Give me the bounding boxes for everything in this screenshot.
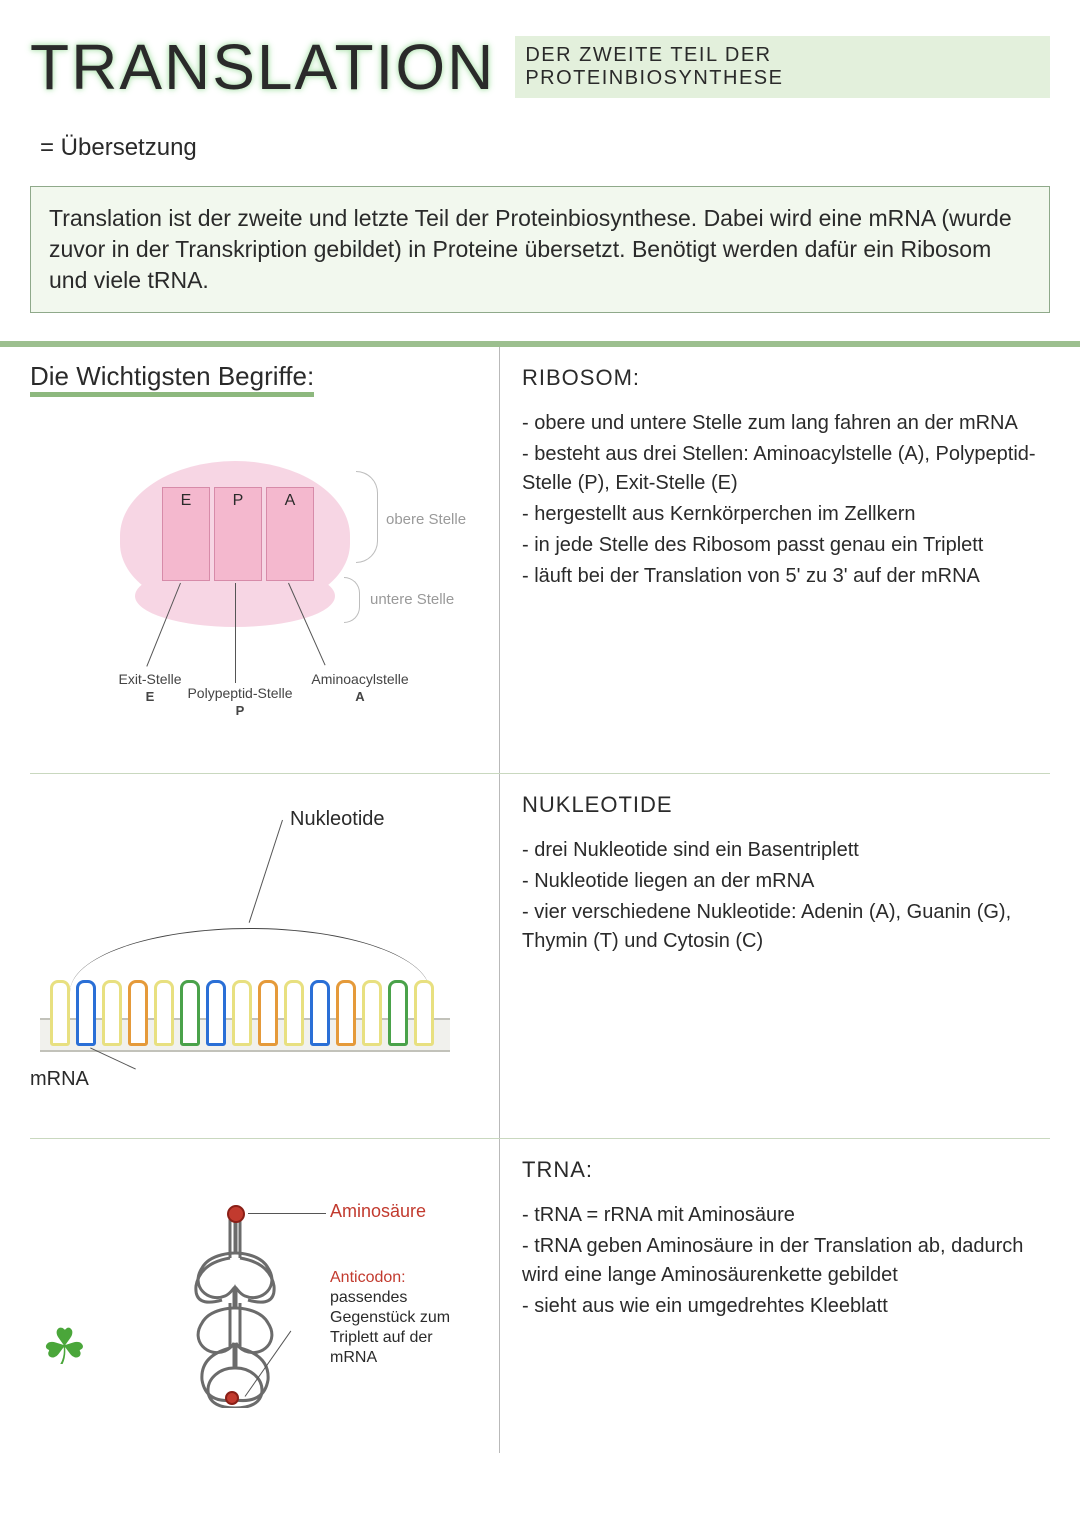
nucleotide [128, 980, 148, 1046]
bullet: - tRNA = rRNA mit Aminosäure [522, 1201, 1038, 1230]
section-nukleotide: Nukleotide mRNA NUKLEOTIDE - drei Nukleo… [30, 774, 1050, 1139]
leader-p [235, 583, 236, 683]
section-trna: Aminosäure Anticodon: passendes Gegenstü… [30, 1139, 1050, 1453]
label-poly-b: P [185, 703, 295, 718]
nucleotide [362, 980, 382, 1046]
bullet: - in jede Stelle des Ribosom passt genau… [522, 531, 1038, 560]
nucleotide [414, 980, 434, 1046]
bullet: - Nukleotide liegen an der mRNA [522, 867, 1038, 896]
nucleotide [76, 980, 96, 1046]
nucleotide [284, 980, 304, 1046]
trna-diagram: Aminosäure Anticodon: passendes Gegenstü… [30, 1153, 470, 1433]
label-anticodon: Anticodon: passendes Gegenstück zum Trip… [330, 1268, 480, 1368]
section-ribosome: Die Wichtigsten Begriffe: E P A obere St… [30, 347, 1050, 774]
site-a-box: A [266, 487, 314, 581]
nucleotide [206, 980, 226, 1046]
ribosom-bullets: - obere und untere Stelle zum lang fahre… [522, 409, 1038, 591]
heading-trna: tRNA: [522, 1157, 1038, 1183]
brace-lower [344, 577, 360, 623]
trna-bullets: - tRNA = rRNA mit Aminosäure - tRNA gebe… [522, 1201, 1038, 1321]
clover-icon: ☘ [42, 1318, 87, 1376]
intro-box: Translation ist der zweite und letzte Te… [30, 186, 1050, 313]
nucleotide [50, 980, 70, 1046]
label-poly: Polypeptid-Stelle [187, 685, 292, 701]
bullet: - vier verschiedene Nukleotide: Adenin (… [522, 898, 1038, 956]
trna-shape [160, 1208, 310, 1408]
equals-line: = Übersetzung [40, 134, 1050, 162]
nukleotide-bullets: - drei Nukleotide sind ein Basentriplett… [522, 836, 1038, 956]
nucleotide [154, 980, 174, 1046]
bullet: - läuft bei der Translation von 5' zu 3'… [522, 562, 1038, 591]
label-aminosaure: Aminosäure [330, 1201, 426, 1222]
label-amino-b: A [310, 689, 410, 704]
label-mrna: mRNA [30, 1068, 89, 1091]
site-p-box: P [214, 487, 262, 581]
site-e-box: E [162, 487, 210, 581]
heading-nukleotide: NUKLEOTIDE [522, 792, 1038, 818]
label-nukleotide: Nukleotide [290, 808, 385, 831]
nucleotide [232, 980, 252, 1046]
nucleotide [336, 980, 356, 1046]
mrna-diagram: Nukleotide mRNA [30, 788, 470, 1118]
nucleotide [258, 980, 278, 1046]
subtitle-bar: der zweite Teil der Proteinbiosynthese [515, 36, 1050, 98]
label-exit-b: E [110, 689, 190, 704]
label-anticodon-head: Anticodon: [330, 1269, 406, 1286]
heading-ribosom: RIBOSOM: [522, 365, 1038, 391]
nucleotide [180, 980, 200, 1046]
nucleotide [102, 980, 122, 1046]
nucleotide [388, 980, 408, 1046]
header-row: Translation der zweite Teil der Proteinb… [30, 30, 1050, 104]
label-obere-stelle: obere Stelle [386, 511, 466, 528]
page-title: Translation [30, 30, 495, 104]
bullet: - besteht aus drei Stellen: Aminoacylste… [522, 440, 1038, 498]
nucleotide [310, 980, 330, 1046]
bullet: - hergestellt aus Kernkörperchen im Zell… [522, 500, 1038, 529]
label-exit: Exit-Stelle [118, 671, 181, 687]
label-anticodon-text: passendes Gegenstück zum Triplett auf de… [330, 1289, 450, 1366]
label-untere-stelle: untere Stelle [370, 591, 454, 608]
bullet: - drei Nukleotide sind ein Basentriplett [522, 836, 1038, 865]
label-amino: Aminoacylstelle [311, 671, 408, 687]
bullet: - tRNA geben Aminosäure in der Translati… [522, 1232, 1038, 1290]
bullet: - obere und untere Stelle zum lang fahre… [522, 409, 1038, 438]
begriffe-title: Die Wichtigsten Begriffe: [30, 361, 314, 397]
ribosome-diagram: E P A obere Stelle untere Stelle Exit-St… [30, 453, 470, 753]
leader-nuc [249, 820, 283, 923]
bullet: - sieht aus wie ein umgedrehtes Kleeblat… [522, 1292, 1038, 1321]
leader-amino [248, 1213, 326, 1214]
brace-upper [356, 471, 378, 563]
